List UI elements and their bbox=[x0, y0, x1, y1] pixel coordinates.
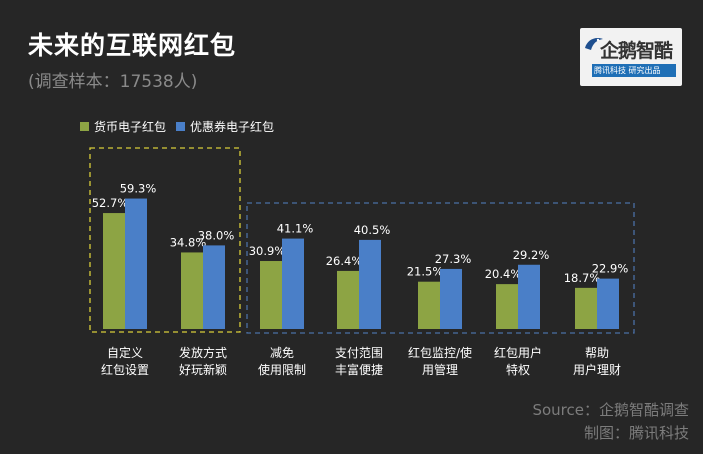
data-label-series-2-cat-3: 41.1% bbox=[277, 222, 314, 236]
category-label-4-line-1: 支付范围 bbox=[335, 346, 383, 360]
data-label-series-1-cat-3: 30.9% bbox=[249, 244, 286, 258]
logo-bar bbox=[592, 64, 676, 77]
category-label-6-line-1: 红包用户 bbox=[494, 345, 542, 360]
bar-series-2-cat-3 bbox=[282, 238, 304, 329]
bar-series-2-cat-6 bbox=[518, 264, 540, 329]
category-label-5-line-1: 红包监控/使 bbox=[408, 345, 472, 360]
chart-title: 未来的互联网红包 bbox=[28, 31, 237, 60]
category-label-3-line-1: 减免 bbox=[270, 345, 294, 360]
legend-item-series-1: 货币电子红包 bbox=[80, 118, 166, 135]
bar-series-2-cat-2 bbox=[203, 245, 225, 329]
data-label-series-1-cat-2: 34.8% bbox=[170, 235, 207, 249]
logo-tagline: 腾讯科技 研究出品 bbox=[594, 66, 661, 75]
category-label-1-line-1: 自定义 bbox=[107, 345, 143, 360]
data-label-series-2-cat-2: 38.0% bbox=[198, 228, 235, 242]
bar-series-2-cat-7 bbox=[597, 278, 619, 329]
category-label-6-line-2: 特权 bbox=[506, 362, 530, 377]
credit-line: 制图：腾讯科技 bbox=[583, 424, 689, 442]
data-label-series-2-cat-1: 59.3% bbox=[120, 182, 157, 196]
legend-swatch-series-1 bbox=[80, 122, 89, 131]
data-label-series-1-cat-5: 21.5% bbox=[407, 265, 444, 279]
data-label-series-1-cat-1: 52.7% bbox=[92, 196, 129, 210]
logo-name: 企鹅智酷 bbox=[600, 40, 673, 62]
category-label-7-line-1: 帮助 bbox=[585, 346, 609, 360]
category-label-2-line-1: 发放方式 bbox=[179, 345, 227, 360]
bar-series-1-cat-4 bbox=[337, 270, 359, 329]
legend-label-series-1: 货币电子红包 bbox=[94, 120, 167, 134]
data-label-series-2-cat-4: 40.5% bbox=[354, 223, 391, 237]
legend-swatch-series-2 bbox=[176, 122, 185, 131]
category-label-5-line-2: 用管理 bbox=[422, 362, 458, 377]
bar-series-2-cat-1 bbox=[125, 198, 147, 329]
legend-label-series-2: 优惠券电子红包 bbox=[190, 120, 275, 134]
data-label-series-1-cat-6: 20.4% bbox=[485, 267, 522, 281]
data-label-series-1-cat-7: 18.7% bbox=[564, 271, 601, 285]
bar-series-2-cat-4 bbox=[359, 239, 381, 329]
bar-series-2-cat-5 bbox=[440, 268, 462, 329]
data-label-series-2-cat-6: 29.2% bbox=[513, 248, 550, 262]
logo: 企鹅智酷 腾讯科技 研究出品 bbox=[580, 28, 682, 86]
category-label-2-line-2: 好玩新颖 bbox=[179, 362, 227, 377]
group-box-2 bbox=[246, 202, 635, 334]
group-box-1 bbox=[89, 147, 241, 333]
category-label-4-line-2: 丰富便捷 bbox=[335, 362, 383, 377]
bar-series-1-cat-3 bbox=[260, 261, 282, 329]
category-label-7-line-2: 用户理财 bbox=[573, 362, 621, 377]
data-label-series-2-cat-5: 27.3% bbox=[435, 252, 472, 266]
category-label-3-line-2: 使用限制 bbox=[258, 362, 306, 377]
category-label-1-line-2: 红包设置 bbox=[101, 362, 149, 377]
legend-item-series-2: 优惠券电子红包 bbox=[176, 118, 274, 135]
penguin-logo-icon bbox=[585, 38, 603, 50]
bar-series-1-cat-6 bbox=[496, 284, 518, 329]
data-label-series-2-cat-7: 22.9% bbox=[592, 262, 629, 276]
bar-series-1-cat-7 bbox=[575, 287, 597, 329]
chart-subtitle: (调查样本：17538人) bbox=[28, 72, 198, 92]
bar-series-1-cat-5 bbox=[418, 281, 440, 329]
bar-series-1-cat-1 bbox=[103, 213, 125, 329]
data-label-series-1-cat-4: 26.4% bbox=[326, 254, 363, 268]
source-line: Source：企鹅智酷调查 bbox=[532, 401, 689, 419]
bar-series-1-cat-2 bbox=[181, 252, 203, 329]
